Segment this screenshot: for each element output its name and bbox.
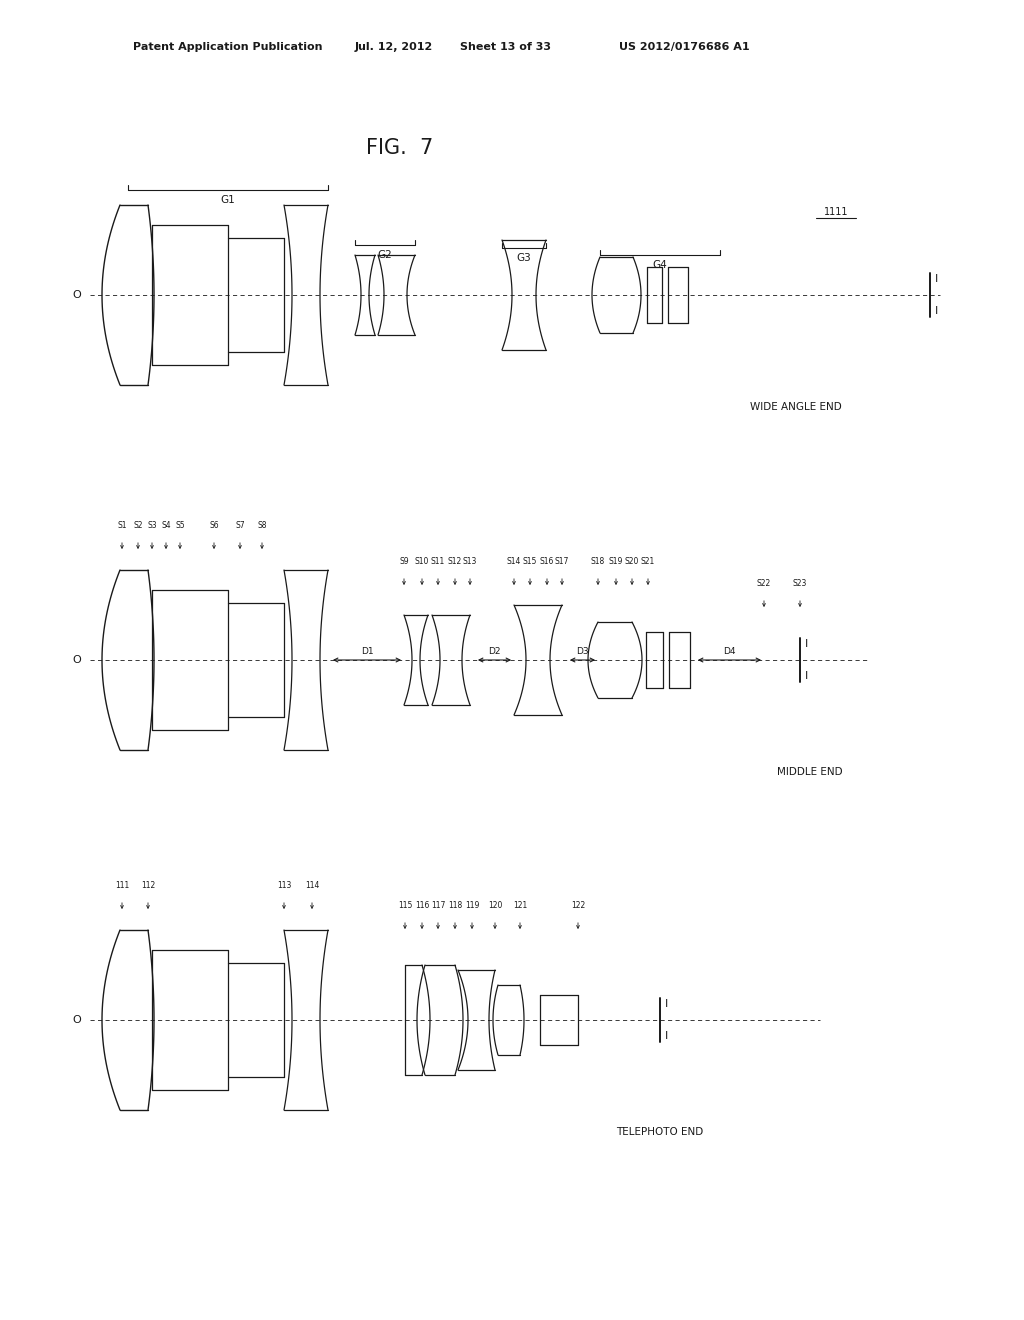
Text: S19: S19 xyxy=(609,557,624,566)
Text: I: I xyxy=(935,306,939,315)
Text: S15: S15 xyxy=(523,557,538,566)
Text: 115: 115 xyxy=(397,902,413,911)
Text: I: I xyxy=(666,999,669,1008)
Text: 120: 120 xyxy=(487,902,502,911)
Text: G2: G2 xyxy=(378,249,392,260)
Text: Sheet 13 of 33: Sheet 13 of 33 xyxy=(460,42,551,51)
Text: 114: 114 xyxy=(305,880,319,890)
Text: D4: D4 xyxy=(723,647,736,656)
Text: I: I xyxy=(805,639,809,649)
Text: S16: S16 xyxy=(540,557,554,566)
Text: 112: 112 xyxy=(141,880,155,890)
Text: I: I xyxy=(935,275,939,284)
Text: O: O xyxy=(73,1015,81,1026)
Text: D1: D1 xyxy=(360,647,374,656)
Text: 111: 111 xyxy=(115,880,129,890)
Text: O: O xyxy=(73,290,81,300)
Text: O: O xyxy=(73,655,81,665)
Text: S12: S12 xyxy=(447,557,462,566)
Text: S9: S9 xyxy=(399,557,409,566)
Text: I: I xyxy=(805,671,809,681)
Text: S4: S4 xyxy=(161,520,171,529)
Text: S14: S14 xyxy=(507,557,521,566)
Text: TELEPHOTO END: TELEPHOTO END xyxy=(616,1127,703,1137)
Text: US 2012/0176686 A1: US 2012/0176686 A1 xyxy=(618,42,750,51)
Text: WIDE ANGLE END: WIDE ANGLE END xyxy=(751,403,842,412)
Text: S2: S2 xyxy=(133,520,142,529)
Text: FIG.  7: FIG. 7 xyxy=(367,139,433,158)
Text: D3: D3 xyxy=(577,647,589,656)
Text: 117: 117 xyxy=(431,902,445,911)
Text: 122: 122 xyxy=(570,902,585,911)
Text: S23: S23 xyxy=(793,579,807,589)
Text: 118: 118 xyxy=(447,902,462,911)
Text: G4: G4 xyxy=(652,260,668,271)
Text: S5: S5 xyxy=(175,520,184,529)
Text: S18: S18 xyxy=(591,557,605,566)
Text: D2: D2 xyxy=(488,647,501,656)
Text: S8: S8 xyxy=(257,520,266,529)
Text: 116: 116 xyxy=(415,902,429,911)
Text: S7: S7 xyxy=(236,520,245,529)
Text: S22: S22 xyxy=(757,579,771,589)
Text: S13: S13 xyxy=(463,557,477,566)
Text: 1111: 1111 xyxy=(823,207,848,216)
Text: S3: S3 xyxy=(147,520,157,529)
Text: S6: S6 xyxy=(209,520,219,529)
Text: S10: S10 xyxy=(415,557,429,566)
Text: I: I xyxy=(666,1031,669,1041)
Text: Patent Application Publication: Patent Application Publication xyxy=(133,42,323,51)
Text: G1: G1 xyxy=(220,195,236,205)
Text: S1: S1 xyxy=(118,520,127,529)
Text: G3: G3 xyxy=(517,253,531,263)
Text: S17: S17 xyxy=(555,557,569,566)
Text: Jul. 12, 2012: Jul. 12, 2012 xyxy=(355,42,433,51)
Text: 119: 119 xyxy=(465,902,479,911)
Text: S21: S21 xyxy=(641,557,655,566)
Text: 113: 113 xyxy=(276,880,291,890)
Text: 121: 121 xyxy=(513,902,527,911)
Text: S11: S11 xyxy=(431,557,445,566)
Text: MIDDLE END: MIDDLE END xyxy=(777,767,843,777)
Text: S20: S20 xyxy=(625,557,639,566)
